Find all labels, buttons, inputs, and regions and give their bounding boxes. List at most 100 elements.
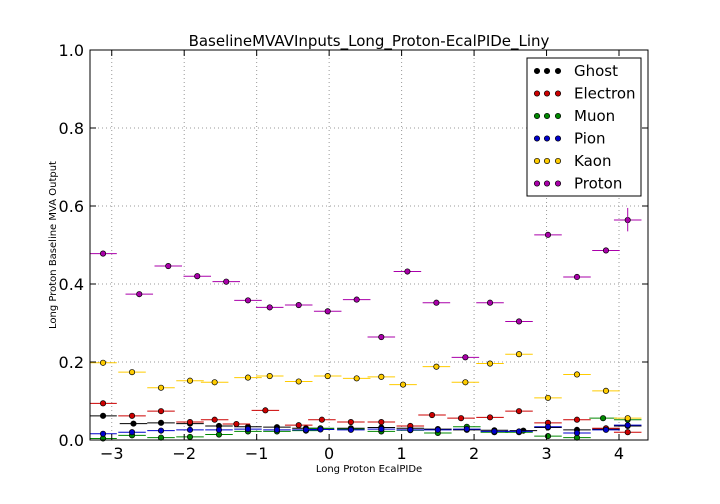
point-proton — [165, 263, 172, 270]
point-pion — [515, 428, 523, 435]
point-pion — [573, 429, 581, 437]
legend-label-proton: Proton — [574, 175, 622, 193]
y-tick-label: 0.2 — [59, 353, 84, 372]
y-tick-label: 0.4 — [59, 275, 84, 294]
point-kaon — [324, 372, 331, 380]
point-ghost — [130, 420, 137, 427]
point-electron — [99, 400, 107, 407]
legend-marker-proton — [533, 180, 541, 187]
y-axis-label: Long Proton Baseline MVA Output — [48, 161, 59, 329]
point-kaon — [400, 381, 407, 388]
point-electron — [428, 411, 436, 419]
y-tick-label: 1.0 — [59, 41, 84, 60]
point-proton — [99, 250, 107, 257]
x-tick-label: −1 — [245, 444, 269, 463]
point-electron — [233, 420, 240, 428]
point-electron — [186, 419, 194, 426]
legend-marker-ghost — [554, 67, 562, 75]
y-tick-label: 0.0 — [59, 431, 84, 450]
point-electron — [318, 416, 325, 423]
series-proton — [90, 216, 642, 361]
point-electron — [262, 407, 269, 414]
legend-entry-electron: Electron — [533, 85, 636, 103]
legend-label-kaon: Kaon — [574, 152, 611, 170]
plot-frame — [89, 49, 649, 441]
point-kaon — [573, 371, 581, 378]
legend-marker-kaon — [554, 157, 562, 165]
point-kaon — [157, 384, 165, 391]
point-kaon — [128, 369, 136, 376]
series-kaon — [90, 351, 642, 422]
point-proton — [136, 291, 143, 298]
point-proton — [324, 308, 331, 315]
series-pion — [90, 422, 642, 437]
point-pion — [186, 426, 194, 433]
legend-marker-muon — [543, 112, 551, 120]
legend-marker-electron — [543, 90, 551, 97]
point-kaon — [624, 415, 631, 422]
legend-marker-electron — [554, 90, 562, 97]
point-electron — [486, 414, 494, 421]
legend-marker-kaon — [533, 157, 541, 165]
point-proton — [404, 268, 411, 275]
point-ghost — [99, 412, 107, 419]
point-pion — [215, 426, 223, 433]
point-proton — [515, 318, 523, 325]
legend-marker-pion — [533, 135, 541, 142]
point-kaon — [378, 373, 385, 380]
legend-label-pion: Pion — [574, 130, 606, 148]
legend-label-ghost: Ghost — [574, 62, 618, 80]
legend-marker-pion — [554, 135, 562, 142]
point-electron — [347, 419, 354, 426]
legend-label-electron: Electron — [574, 85, 636, 103]
legend-marker-muon — [554, 112, 562, 120]
series-muon — [90, 415, 642, 442]
point-electron — [157, 408, 165, 415]
legend-marker-electron — [533, 90, 541, 97]
point-kaon — [266, 372, 273, 380]
legend-marker-ghost — [543, 67, 551, 75]
point-electron — [211, 416, 218, 423]
x-tick-label: 4 — [614, 444, 624, 463]
legend-marker-kaon — [543, 157, 551, 165]
point-proton — [602, 247, 610, 254]
x-tick-label: 3 — [541, 444, 551, 463]
point-proton — [295, 302, 302, 309]
point-pion — [317, 426, 324, 433]
point-kaon — [295, 378, 302, 385]
y-tick-label: 0.6 — [59, 197, 84, 216]
point-kaon — [99, 359, 107, 366]
legend-entry-proton: Proton — [533, 175, 622, 193]
point-kaon — [353, 375, 360, 382]
point-electron — [573, 416, 581, 423]
legend: Ghost Electron Muon Pion Kaon Proton — [526, 57, 642, 197]
point-pion — [463, 426, 470, 433]
point-pion — [347, 426, 354, 433]
point-kaon — [515, 351, 523, 358]
point-proton — [433, 299, 440, 306]
y-tick-label: 0.8 — [59, 119, 84, 138]
x-tick-label: 2 — [469, 444, 479, 463]
point-electron — [515, 408, 523, 415]
legend-marker-pion — [543, 135, 551, 142]
point-pion — [407, 426, 414, 433]
point-kaon — [211, 379, 218, 386]
point-pion — [128, 429, 136, 436]
point-pion — [544, 423, 552, 430]
x-axis: −3 −2 −1 0 1 2 3 4 — [100, 50, 624, 463]
point-pion — [99, 430, 107, 437]
point-kaon — [602, 387, 610, 394]
point-proton — [244, 297, 252, 304]
point-pion — [244, 426, 252, 433]
point-electron — [624, 429, 631, 436]
y-axis: 0.0 0.2 0.4 0.6 0.8 1.0 — [59, 41, 648, 450]
point-electron — [378, 419, 385, 426]
point-muon — [600, 415, 607, 422]
point-proton — [486, 299, 494, 306]
point-pion — [273, 426, 281, 433]
chart-title: BaselineMVAVInputs_Long_Proton-EcalPIDe_… — [189, 32, 550, 51]
legend-marker-proton — [554, 180, 562, 187]
legend-entry-ghost: Ghost — [533, 62, 618, 80]
point-electron — [295, 422, 302, 429]
